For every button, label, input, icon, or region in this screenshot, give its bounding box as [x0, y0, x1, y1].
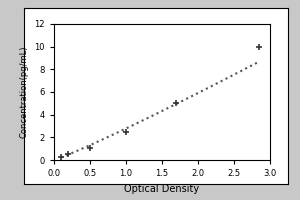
Y-axis label: Concentration(pg/mL): Concentration(pg/mL) [20, 46, 29, 138]
X-axis label: Optical Density: Optical Density [124, 184, 200, 194]
